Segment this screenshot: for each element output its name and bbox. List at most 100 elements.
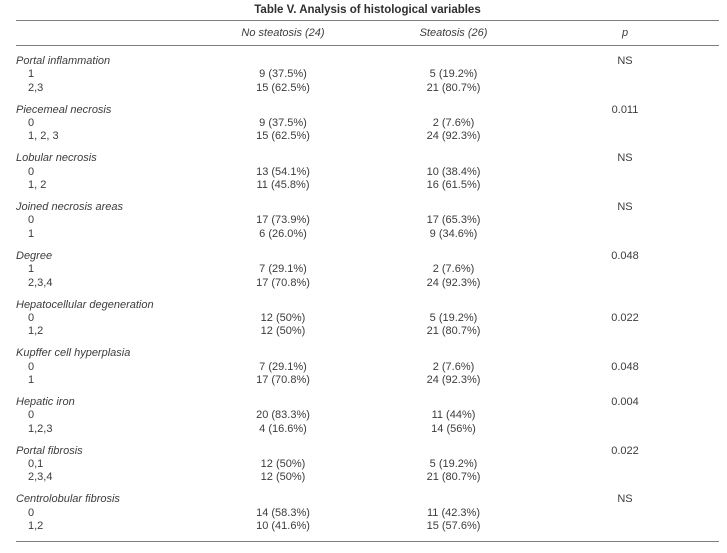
no-steatosis-value: 13 (54.1%) xyxy=(256,165,310,178)
category-label: 1, 2, 3 xyxy=(28,130,59,143)
variable-name: Degree xyxy=(16,249,53,262)
category-row: 0 14 (58.3%) 11 (42.3%) xyxy=(16,507,719,520)
no-steatosis-value: 17 (73.9%) xyxy=(256,214,310,227)
variable-name: Hepatic iron xyxy=(16,395,75,408)
steatosis-value: 14 (56%) xyxy=(431,422,476,435)
category-label: 0,1 xyxy=(28,458,44,471)
category-row: 1, 2 11 (45.8%) 16 (61.5%) xyxy=(16,179,719,192)
category-row: 1 9 (37.5%) 5 (19.2%) xyxy=(16,68,719,81)
variable-row: Portal fibrosis 0.022 xyxy=(16,445,719,458)
no-steatosis-value: 12 (50%) xyxy=(260,471,306,484)
no-steatosis-value: 4 (16.6%) xyxy=(259,422,307,435)
category-row: 1,2,3 4 (16.6%) 14 (56%) xyxy=(16,423,719,436)
category-label: 1 xyxy=(28,227,35,240)
variable-row: Hepatic iron 0.004 xyxy=(16,396,719,409)
table-title: Table V. Analysis of histological variab… xyxy=(254,4,481,16)
steatosis-value: 11 (44%) xyxy=(431,409,476,422)
category-row: 1 6 (26.0%) 9 (34.6%) xyxy=(16,228,719,241)
category-label: 0 xyxy=(28,165,35,178)
variable-row: Centrolobular fibrosis NS xyxy=(16,493,719,506)
p-value: NS xyxy=(617,201,633,214)
p-value: 0.048 xyxy=(611,360,639,373)
category-label: 1,2,3 xyxy=(28,422,53,435)
steatosis-value: 2 (7.6%) xyxy=(432,263,475,276)
variable-row: Piecemeal necrosis 0.011 xyxy=(16,104,719,117)
no-steatosis-value: 10 (41.6%) xyxy=(256,520,310,533)
category-row: 0 12 (50%) 5 (19.2%) 0.022 xyxy=(16,312,719,325)
steatosis-value: 9 (34.6%) xyxy=(429,227,478,240)
variable-group: Hepatocellular degeneration 0 12 (50%) 5 (1… xyxy=(16,290,719,339)
column-header-no-steatosis: No steatosis (24) xyxy=(241,27,325,39)
variable-group: Piecemeal necrosis 0.011 0 9 (37.5%) 2 (7.6%… xyxy=(16,95,719,144)
no-steatosis-value: 12 (50%) xyxy=(260,458,306,471)
no-steatosis-value: 11 (45.8%) xyxy=(256,179,310,192)
no-steatosis-value: 15 (62.5%) xyxy=(256,130,310,143)
no-steatosis-value: 12 (50%) xyxy=(260,325,306,338)
category-label: 1 xyxy=(28,68,35,81)
variable-row: Lobular necrosis NS xyxy=(16,152,719,165)
variable-row: Joined necrosis areas NS xyxy=(16,201,719,214)
bottom-rule xyxy=(16,540,719,542)
variable-name: Lobular necrosis xyxy=(16,152,97,165)
steatosis-value: 24 (92.3%) xyxy=(426,276,481,289)
steatosis-value: 5 (19.2%) xyxy=(429,458,478,471)
category-row: 1,2 12 (50%) 21 (80.7%) xyxy=(16,325,719,338)
top-rule xyxy=(16,20,719,21)
table-body: Portal inflammation NS 1 9 (37.5%) 5 (19.2%)… xyxy=(16,46,719,533)
category-label: 0 xyxy=(28,117,35,130)
variable-group: Kupffer cell hyperplasia 0 7 (29.1%) 2 (7.6… xyxy=(16,339,719,388)
category-row: 0 7 (29.1%) 2 (7.6%) 0.048 xyxy=(16,361,719,374)
category-label: 0 xyxy=(28,214,35,227)
variable-row: Portal inflammation NS xyxy=(16,55,719,68)
p-value: 0.048 xyxy=(611,249,639,262)
category-row: 2,3,4 17 (70.8%) 24 (92.3%) xyxy=(16,277,719,290)
steatosis-value: 11 (42.3%) xyxy=(427,506,480,519)
column-header-steatosis: Steatosis (26) xyxy=(419,27,488,39)
p-value: 0.011 xyxy=(611,103,639,116)
steatosis-value: 21 (80.7%) xyxy=(426,325,481,338)
steatosis-value: 21 (80.7%) xyxy=(426,81,481,94)
variable-group: Lobular necrosis NS 0 13 (54.1%) 10 (38.4%) 1… xyxy=(16,144,719,193)
steatosis-value: 15 (57.6%) xyxy=(426,520,481,533)
variable-group: Joined necrosis areas NS 0 17 (73.9%) 17 (65… xyxy=(16,193,719,242)
header-rule xyxy=(16,45,719,47)
variable-group: Degree 0.048 1 7 (29.1%) 2 (7.6%) 2,3,4 17 (70… xyxy=(16,241,719,290)
variable-name: Centrolobular fibrosis xyxy=(16,493,120,506)
category-row: 1, 2, 3 15 (62.5%) 24 (92.3%) xyxy=(16,130,719,143)
category-label: 1, 2 xyxy=(28,179,47,192)
no-steatosis-value: 14 (58.3%) xyxy=(256,506,310,519)
steatosis-value: 17 (65.3%) xyxy=(426,214,481,227)
category-label: 1 xyxy=(28,374,35,387)
variable-group: Hepatic iron 0.004 0 20 (83.3%) 11 (44%) 1,2,… xyxy=(16,387,719,436)
steatosis-value: 5 (19.2%) xyxy=(429,311,478,324)
steatosis-value: 24 (92.3%) xyxy=(426,374,481,387)
variable-name: Joined necrosis areas xyxy=(16,201,124,214)
category-row: 0 13 (54.1%) 10 (38.4%) xyxy=(16,166,719,179)
steatosis-value: 24 (92.3%) xyxy=(426,130,481,143)
histology-table: Table V. Analysis of histological variab… xyxy=(16,0,719,542)
category-label: 1,2 xyxy=(28,520,44,533)
steatosis-value: 10 (38.4%) xyxy=(426,165,481,178)
category-label: 0 xyxy=(28,409,35,422)
variable-row: Kupffer cell hyperplasia xyxy=(16,347,719,360)
category-label: 0 xyxy=(28,506,35,519)
no-steatosis-value: 20 (83.3%) xyxy=(256,409,310,422)
no-steatosis-value: 7 (29.1%) xyxy=(259,263,307,276)
category-label: 0 xyxy=(28,360,35,373)
category-row: 1 7 (29.1%) 2 (7.6%) xyxy=(16,263,719,276)
category-label: 2,3,4 xyxy=(28,471,53,484)
steatosis-value: 5 (19.2%) xyxy=(429,68,478,81)
variable-group: Portal inflammation NS 1 9 (37.5%) 5 (19.2%)… xyxy=(16,46,719,95)
category-row: 2,3 15 (62.5%) 21 (80.7%) xyxy=(16,82,719,95)
category-row: 0 17 (73.9%) 17 (65.3%) xyxy=(16,214,719,227)
column-header-row: No steatosis (24) Steatosis (26) p xyxy=(16,21,719,45)
category-row: 0,1 12 (50%) 5 (19.2%) xyxy=(16,458,719,471)
p-value: 0.022 xyxy=(611,311,639,324)
steatosis-value: 2 (7.6%) xyxy=(432,360,475,373)
steatosis-value: 16 (61.5%) xyxy=(426,179,481,192)
variable-row: Hepatocellular degeneration xyxy=(16,299,719,312)
category-label: 2,3 xyxy=(28,81,44,94)
category-label: 1,2 xyxy=(28,325,44,338)
no-steatosis-value: 12 (50%) xyxy=(260,311,306,324)
